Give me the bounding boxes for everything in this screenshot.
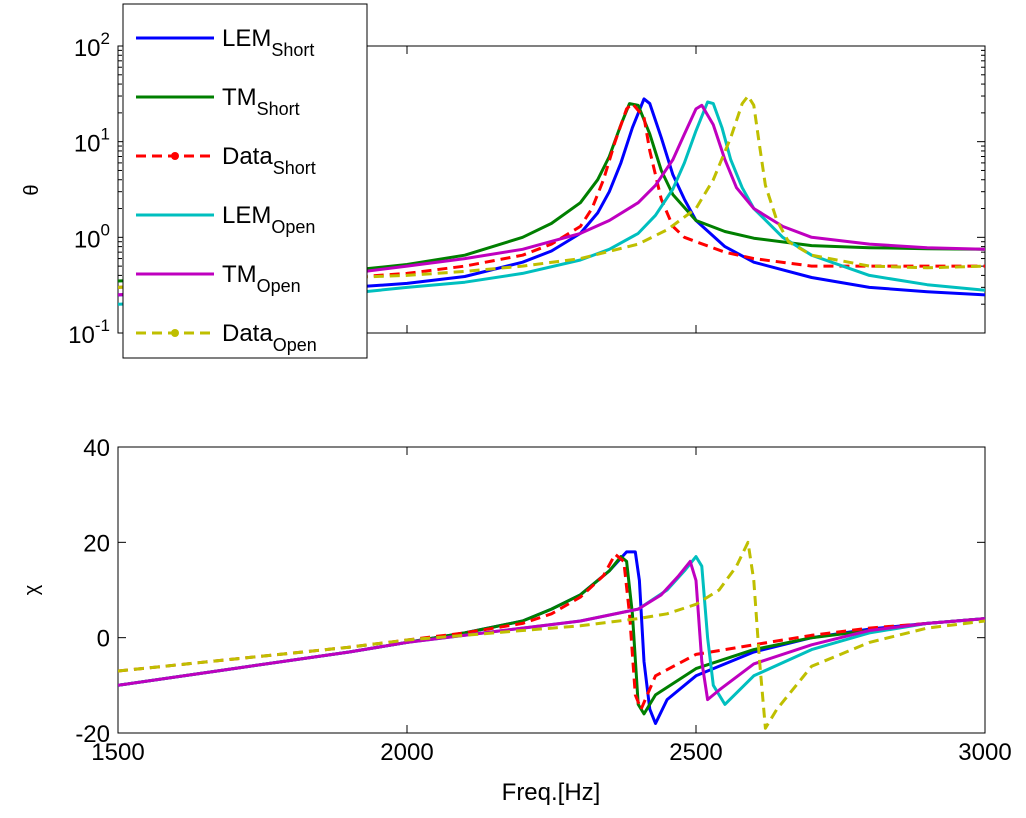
legend: LEMShort TMShort DataShort LEMOpen TMOpen Dat… [122,3,368,359]
bottom-ytick-label: 40 [83,435,110,462]
legend-marker [171,329,179,337]
legend-entry-data-short: DataShort [136,143,316,178]
legend-label: LEMShort [222,25,314,60]
legend-label: DataOpen [222,320,317,355]
legend-label: DataShort [222,143,316,178]
top-series-data-short [118,102,985,289]
top-ytick-label: 10-1 [68,316,110,349]
legend-label: TMOpen [222,261,301,296]
bottom-xlabel: Freq.[Hz] [502,779,601,806]
legend-entry-tm-open: TMOpen [136,261,301,296]
bottom-xtick-label: 2500 [669,739,722,766]
bottom-axes: -20 0 20 40 1500 2000 2500 3000 χ Freq.[Hz] [21,435,1012,806]
bottom-axes-frame [117,446,986,734]
bottom-ytick-label: 0 [97,626,110,653]
legend-box [122,3,368,359]
top-ylabel: θ [21,184,43,195]
top-ytick-label: 102 [74,29,110,62]
bottom-series-data-open [118,540,985,730]
bottom-series-tm-open [118,559,985,702]
legend-label: TMShort [222,84,300,119]
legend-entry-tm-short: TMShort [136,84,300,119]
bottom-tick-group: -20 0 20 40 1500 2000 2500 3000 [75,435,1011,766]
legend-entry-lem-short: LEMShort [136,25,314,60]
bottom-ylabel: χ [21,584,43,595]
bottom-series-group [118,540,985,730]
bottom-ytick-label: 20 [83,530,110,557]
top-tick-group: 10-1 100 101 102 [68,29,986,349]
legend-marker [171,152,179,160]
bottom-xtick-label: 2000 [380,739,433,766]
bottom-xtick-label: 3000 [958,739,1011,766]
top-ytick-label: 101 [74,125,110,158]
bottom-ytick-label: -20 [75,721,110,748]
legend-entry-lem-open: LEMOpen [136,202,315,237]
legend-entry-data-open: DataOpen [136,320,317,355]
legend-label: LEMOpen [222,202,315,237]
top-ytick-label: 100 [74,220,110,253]
bottom-xtick-label: 1500 [91,739,144,766]
